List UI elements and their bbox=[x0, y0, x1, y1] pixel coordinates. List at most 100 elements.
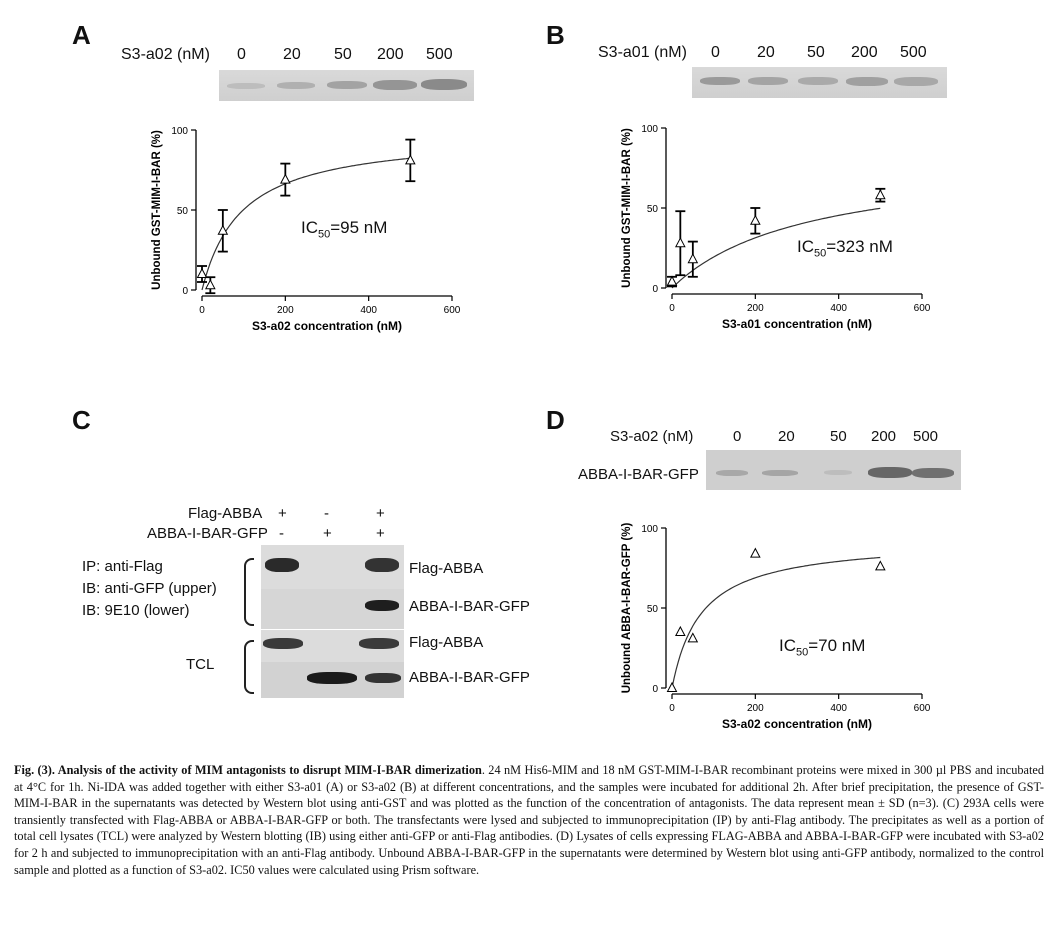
band bbox=[365, 558, 399, 572]
sign: - bbox=[279, 525, 284, 542]
chart-b: 0 50 100 0 200 400 600 S3-a01 concentration (nM… bbox=[621, 124, 931, 331]
data-point bbox=[666, 275, 678, 286]
conc-label-a-0: 0 bbox=[237, 46, 246, 63]
fit-curve bbox=[671, 556, 881, 689]
conc-label-b-3: 200 bbox=[851, 44, 878, 61]
x-tick-label: 600 bbox=[444, 305, 461, 316]
conc-header-a: S3-a02 (nM) bbox=[121, 46, 210, 63]
band bbox=[762, 470, 798, 476]
band bbox=[748, 77, 788, 85]
ic50-prefix: IC bbox=[779, 636, 796, 655]
bracket-ip bbox=[244, 558, 254, 626]
left-label-ib-upper: IB: anti-GFP (upper) bbox=[82, 580, 217, 597]
band bbox=[327, 81, 367, 89]
x-tick-label: 200 bbox=[277, 305, 294, 316]
x-axis-label: S3-a02 concentration (nM) bbox=[252, 319, 402, 333]
sign: + bbox=[376, 525, 385, 542]
treatment-row-label-0: Flag-ABBA bbox=[188, 505, 263, 522]
x-tick-label: 400 bbox=[830, 303, 847, 314]
band bbox=[846, 77, 888, 86]
data-point bbox=[675, 237, 686, 248]
y-tick-label: 100 bbox=[641, 524, 658, 535]
right-label-3: ABBA-I-BAR-GFP bbox=[409, 669, 530, 686]
chart-d: 0 50 100 0 200 400 600 S3-a02 concentration (nM… bbox=[621, 523, 931, 731]
chart-a: 0 50 100 0 200 400 600 S3-a02 concentration (nM… bbox=[151, 126, 461, 333]
band bbox=[700, 77, 740, 85]
ic50-sub: 50 bbox=[814, 247, 827, 260]
data-point bbox=[875, 560, 886, 571]
conc-label-d-3: 200 bbox=[871, 428, 897, 445]
band bbox=[373, 80, 417, 90]
data-point bbox=[750, 547, 761, 558]
data-point bbox=[280, 173, 291, 184]
sign: + bbox=[323, 525, 332, 542]
band bbox=[421, 79, 467, 90]
conc-label-a-2: 50 bbox=[334, 46, 352, 63]
x-tick-label: 600 bbox=[914, 703, 931, 714]
x-axis-label: S3-a02 concentration (nM) bbox=[722, 717, 872, 731]
data-point bbox=[666, 681, 678, 692]
x-tick-label: 200 bbox=[747, 303, 764, 314]
panel-letter-c: C bbox=[72, 405, 91, 435]
y-tick-label: 50 bbox=[647, 604, 659, 615]
x-tick-label: 0 bbox=[669, 703, 675, 714]
band bbox=[798, 77, 838, 85]
x-tick-label: 200 bbox=[747, 703, 764, 714]
blot-tcl-lower bbox=[261, 662, 404, 698]
band bbox=[824, 470, 852, 475]
conc-label-b-2: 50 bbox=[807, 44, 825, 61]
y-axis-label: Unbound GST-MIM-I-BAR (%) bbox=[151, 130, 163, 290]
fit-curve bbox=[201, 157, 411, 291]
right-label-1: ABBA-I-BAR-GFP bbox=[409, 598, 530, 615]
data-point bbox=[405, 154, 416, 165]
band bbox=[365, 673, 401, 683]
conc-label-a-1: 20 bbox=[283, 46, 301, 63]
y-tick-label: 50 bbox=[177, 206, 189, 217]
conc-label-b-4: 500 bbox=[900, 44, 927, 61]
ic50-value: =323 nM bbox=[826, 237, 893, 256]
ic50-d: IC50=70 nM bbox=[779, 636, 865, 658]
conc-label-a-3: 200 bbox=[377, 46, 404, 63]
conc-header-b: S3-a01 (nM) bbox=[598, 44, 687, 61]
data-point bbox=[875, 189, 886, 200]
blot-ip-lower bbox=[261, 589, 404, 629]
band bbox=[359, 638, 399, 649]
y-tick-label: 0 bbox=[652, 684, 658, 695]
ic50-value: =95 nM bbox=[330, 218, 388, 237]
y-tick-label: 50 bbox=[647, 204, 659, 215]
x-axis-label: S3-a01 concentration (nM) bbox=[722, 317, 872, 331]
data-point bbox=[750, 214, 761, 225]
x-tick-label: 0 bbox=[669, 303, 675, 314]
sign: + bbox=[376, 505, 385, 522]
right-label-2: Flag-ABBA bbox=[409, 634, 484, 651]
band bbox=[716, 470, 748, 476]
ic50-b: IC50=323 nM bbox=[797, 237, 893, 259]
y-axis-label: Unbound ABBA-I-BAR-GFP (%) bbox=[621, 523, 633, 694]
conc-label-d-1: 20 bbox=[778, 428, 795, 445]
left-label-ip: IP: anti-Flag bbox=[82, 558, 163, 575]
data-point bbox=[687, 632, 699, 643]
conc-label-b-1: 20 bbox=[757, 44, 775, 61]
western-blot-b bbox=[692, 67, 947, 98]
x-tick-label: 400 bbox=[360, 305, 377, 316]
data-point bbox=[217, 224, 229, 235]
treatment-row-label-1: ABBA-I-BAR-GFP bbox=[147, 525, 268, 542]
ic50-sub: 50 bbox=[796, 646, 809, 659]
blot-ip-upper bbox=[261, 545, 404, 589]
ic50-prefix: IC bbox=[301, 218, 318, 237]
y-tick-label: 100 bbox=[641, 124, 658, 135]
left-label-ib-lower: IB: 9E10 (lower) bbox=[82, 602, 190, 619]
blot-label-d: ABBA-I-BAR-GFP bbox=[578, 466, 699, 483]
band bbox=[894, 77, 938, 86]
conc-label-d-4: 500 bbox=[913, 428, 939, 445]
conc-label-b-0: 0 bbox=[711, 44, 720, 61]
ic50-sub: 50 bbox=[318, 228, 331, 241]
blot-tcl-upper bbox=[261, 630, 404, 662]
sign: + bbox=[278, 505, 287, 522]
panel-letter-b: B bbox=[546, 20, 565, 50]
right-label-0: Flag-ABBA bbox=[409, 560, 484, 577]
data-point bbox=[687, 253, 699, 264]
y-axis-label: Unbound GST-MIM-I-BAR (%) bbox=[621, 128, 633, 288]
figure-caption: Fig. (3). Analysis of the activity of MI… bbox=[14, 762, 1044, 878]
caption-body: . 24 nM His6-MIM and 18 nM GST-MIM-I-BAR… bbox=[14, 763, 1044, 877]
